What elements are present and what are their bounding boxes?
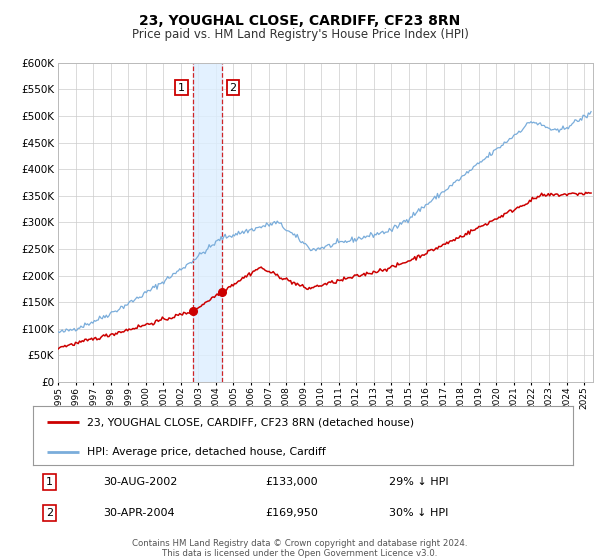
Text: This data is licensed under the Open Government Licence v3.0.: This data is licensed under the Open Gov…: [163, 549, 437, 558]
Text: £169,950: £169,950: [265, 508, 318, 518]
Text: 30% ↓ HPI: 30% ↓ HPI: [389, 508, 449, 518]
Text: 29% ↓ HPI: 29% ↓ HPI: [389, 477, 449, 487]
Text: 1: 1: [178, 83, 185, 93]
Text: 2: 2: [46, 508, 53, 518]
Text: 23, YOUGHAL CLOSE, CARDIFF, CF23 8RN (detached house): 23, YOUGHAL CLOSE, CARDIFF, CF23 8RN (de…: [87, 417, 414, 427]
Text: Contains HM Land Registry data © Crown copyright and database right 2024.: Contains HM Land Registry data © Crown c…: [132, 539, 468, 548]
Text: Price paid vs. HM Land Registry's House Price Index (HPI): Price paid vs. HM Land Registry's House …: [131, 28, 469, 41]
Text: 30-AUG-2002: 30-AUG-2002: [103, 477, 178, 487]
Text: 2: 2: [229, 83, 236, 93]
Text: 23, YOUGHAL CLOSE, CARDIFF, CF23 8RN: 23, YOUGHAL CLOSE, CARDIFF, CF23 8RN: [139, 14, 461, 28]
Bar: [193, 63, 222, 382]
Text: 1: 1: [46, 477, 53, 487]
Text: HPI: Average price, detached house, Cardiff: HPI: Average price, detached house, Card…: [87, 447, 326, 457]
Text: 30-APR-2004: 30-APR-2004: [103, 508, 175, 518]
Text: £133,000: £133,000: [265, 477, 318, 487]
